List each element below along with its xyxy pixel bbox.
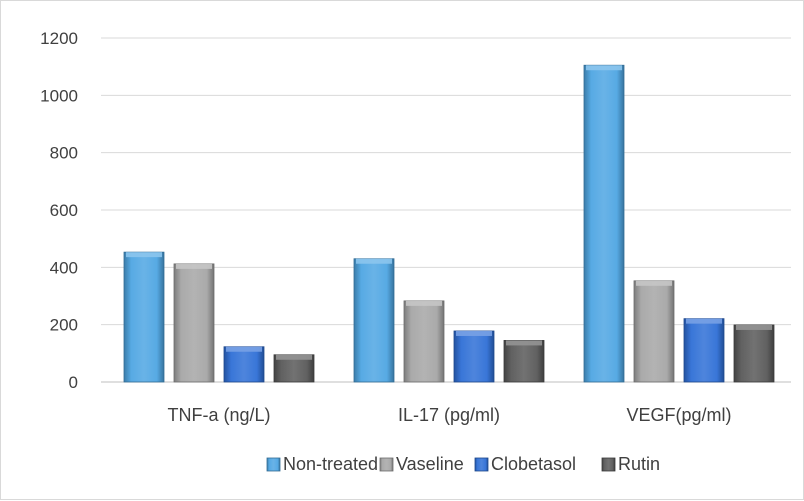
bar xyxy=(403,300,445,383)
bar-bevel-top xyxy=(456,330,492,336)
bar xyxy=(273,354,315,383)
bar xyxy=(123,251,165,383)
bars xyxy=(123,64,775,383)
bar-bevel-top xyxy=(126,252,162,258)
y-tick-label: 800 xyxy=(50,144,78,163)
bar xyxy=(453,330,495,383)
y-tick-label: 1200 xyxy=(40,29,78,48)
bar-body xyxy=(583,64,625,383)
bar-body xyxy=(733,324,775,383)
bar xyxy=(353,258,395,383)
bar-body xyxy=(353,258,395,383)
bar-bevel-top xyxy=(226,346,262,352)
bar-bevel-top xyxy=(176,263,212,269)
x-category-label: VEGF(pg/ml) xyxy=(626,405,731,425)
bar-bevel-top xyxy=(686,318,722,324)
legend-label: Vaseline xyxy=(396,454,464,474)
legend-swatch xyxy=(379,457,394,472)
bar-bevel-top xyxy=(506,340,542,346)
bar-body xyxy=(403,300,445,383)
legend-label: Non-treated xyxy=(283,454,378,474)
bar xyxy=(223,346,265,383)
legend-item: Rutin xyxy=(601,454,660,474)
bar xyxy=(633,280,675,383)
legend-swatch xyxy=(266,457,281,472)
x-axis-category-labels: TNF-a (ng/L) IL-17 (pg/ml) VEGF(pg/ml) xyxy=(167,405,731,425)
legend-label: Clobetasol xyxy=(491,454,576,474)
bar xyxy=(583,64,625,383)
bar xyxy=(733,324,775,383)
legend-swatch xyxy=(601,457,616,472)
y-tick-label: 200 xyxy=(50,316,78,335)
y-tick-label: 1000 xyxy=(40,86,78,105)
bar-body xyxy=(503,340,545,383)
y-tick-label: 400 xyxy=(50,258,78,277)
legend: Non-treated Vaseline Clobetasol Rutin xyxy=(266,454,660,474)
bar-body xyxy=(173,263,215,383)
y-axis-tick-labels: 0 200 400 600 800 1000 1200 xyxy=(40,29,78,392)
bar-body xyxy=(453,330,495,383)
bar-bevel-top xyxy=(586,65,622,71)
bar-bevel-top xyxy=(356,258,392,264)
bar-bevel-top xyxy=(736,324,772,330)
bar xyxy=(503,340,545,383)
bar-body xyxy=(223,346,265,383)
bar-body xyxy=(123,251,165,383)
bar-bevel-top xyxy=(636,280,672,286)
y-tick-label: 600 xyxy=(50,201,78,220)
legend-item: Vaseline xyxy=(379,454,464,474)
y-tick-label: 0 xyxy=(69,373,78,392)
bar xyxy=(683,318,725,383)
gridlines xyxy=(101,37,791,383)
legend-swatch xyxy=(474,457,489,472)
legend-item: Non-treated xyxy=(266,454,378,474)
bar-body xyxy=(633,280,675,383)
legend-label: Rutin xyxy=(618,454,660,474)
legend-item: Clobetasol xyxy=(474,454,576,474)
x-category-label: TNF-a (ng/L) xyxy=(167,405,270,425)
x-category-label: IL-17 (pg/ml) xyxy=(398,405,500,425)
bar-bevel-top xyxy=(406,300,442,306)
bar xyxy=(173,263,215,383)
bar-body xyxy=(683,318,725,383)
bar-bevel-top xyxy=(276,354,312,360)
